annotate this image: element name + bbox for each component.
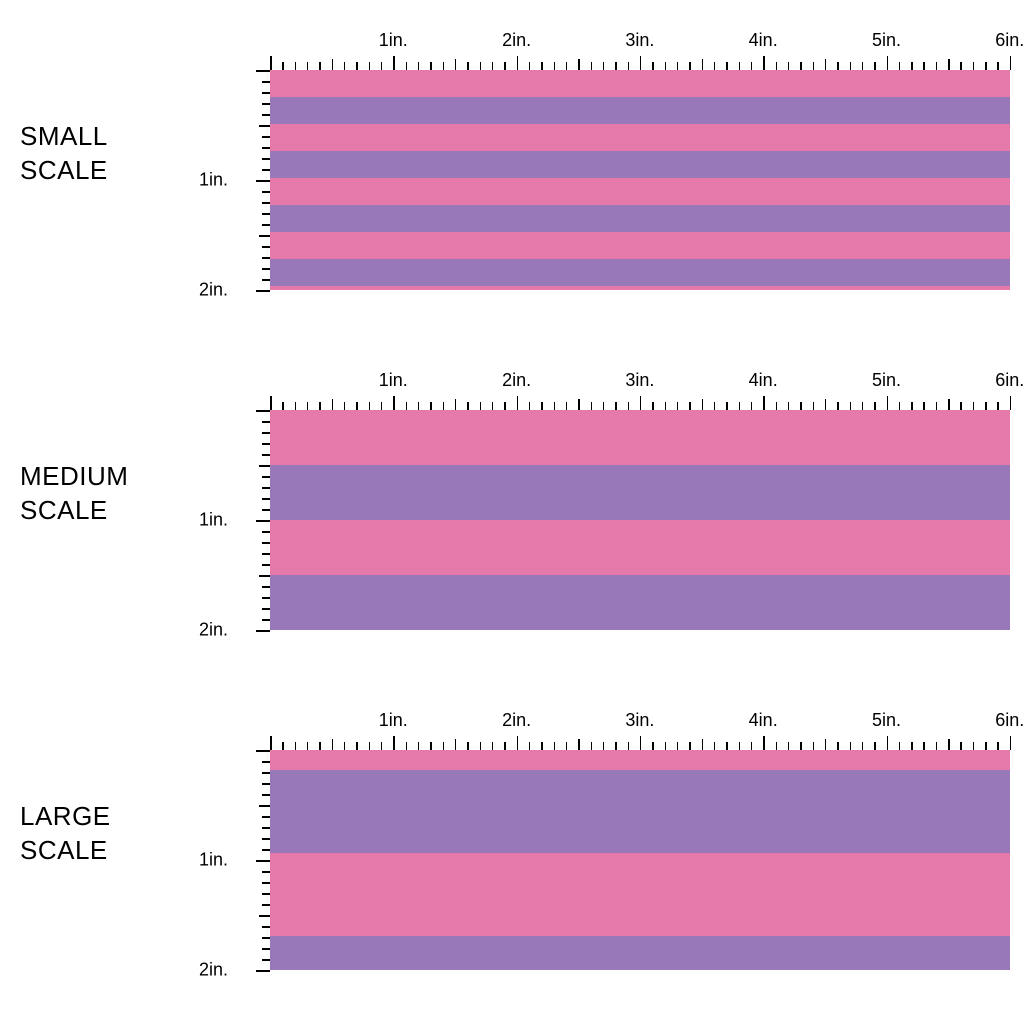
scale-label-line: MEDIUM (20, 460, 128, 494)
ruler-label: 3in. (625, 30, 654, 51)
pattern-swatch (270, 750, 1010, 970)
ruler-label: 3in. (625, 370, 654, 391)
ruler-label: 2in. (199, 280, 228, 301)
scale-label: MEDIUMSCALE (20, 460, 128, 528)
scale-panel: LARGESCALE1in.2in.3in.4in.5in.6in.1in.2i… (0, 710, 1024, 990)
vertical-ruler: 1in.2in. (230, 410, 270, 630)
ruler-label: 2in. (502, 30, 531, 51)
ruler-label: 5in. (872, 30, 901, 51)
stripe (270, 259, 1010, 286)
stripe (270, 520, 1010, 575)
ruler-label: 4in. (749, 710, 778, 731)
ruler-label: 5in. (872, 370, 901, 391)
ruler-label: 1in. (199, 850, 228, 871)
ruler-label: 5in. (872, 710, 901, 731)
stripe (270, 232, 1010, 259)
scale-label: SMALLSCALE (20, 120, 108, 188)
ruler-label: 1in. (379, 30, 408, 51)
ruler-label: 6in. (995, 370, 1024, 391)
ruler-label: 2in. (199, 620, 228, 641)
stripe (270, 70, 1010, 97)
stripe (270, 205, 1010, 232)
scale-label-line: SCALE (20, 154, 108, 188)
ruler-label: 6in. (995, 30, 1024, 51)
horizontal-ruler: 1in.2in.3in.4in.5in.6in. (270, 370, 1010, 410)
pattern-swatch (270, 70, 1010, 290)
stripe (270, 286, 1010, 290)
stripe (270, 770, 1010, 853)
ruler-label: 4in. (749, 30, 778, 51)
ruler-label: 4in. (749, 370, 778, 391)
scale-label-line: SCALE (20, 834, 111, 868)
ruler-label: 2in. (199, 960, 228, 981)
ruler-label: 2in. (502, 370, 531, 391)
stripe (270, 465, 1010, 520)
stripe (270, 575, 1010, 630)
pattern-swatch (270, 410, 1010, 630)
scale-label: LARGESCALE (20, 800, 111, 868)
stripe (270, 178, 1010, 205)
stripe (270, 936, 1010, 970)
scale-label-line: LARGE (20, 800, 111, 834)
ruler-label: 1in. (379, 370, 408, 391)
ruler-label: 3in. (625, 710, 654, 731)
stripe (270, 853, 1010, 936)
scale-panel: MEDIUMSCALE1in.2in.3in.4in.5in.6in.1in.2… (0, 370, 1024, 650)
scale-label-line: SCALE (20, 494, 128, 528)
stripe (270, 97, 1010, 124)
ruler-label: 1in. (199, 510, 228, 531)
scale-label-line: SMALL (20, 120, 108, 154)
stripe (270, 151, 1010, 178)
stripe (270, 750, 1010, 770)
ruler-label: 2in. (502, 710, 531, 731)
scale-panel: SMALLSCALE1in.2in.3in.4in.5in.6in.1in.2i… (0, 30, 1024, 310)
stripe (270, 410, 1010, 465)
ruler-label: 6in. (995, 710, 1024, 731)
vertical-ruler: 1in.2in. (230, 750, 270, 970)
horizontal-ruler: 1in.2in.3in.4in.5in.6in. (270, 30, 1010, 70)
ruler-label: 1in. (199, 170, 228, 191)
stripe (270, 124, 1010, 151)
horizontal-ruler: 1in.2in.3in.4in.5in.6in. (270, 710, 1010, 750)
vertical-ruler: 1in.2in. (230, 70, 270, 290)
ruler-label: 1in. (379, 710, 408, 731)
